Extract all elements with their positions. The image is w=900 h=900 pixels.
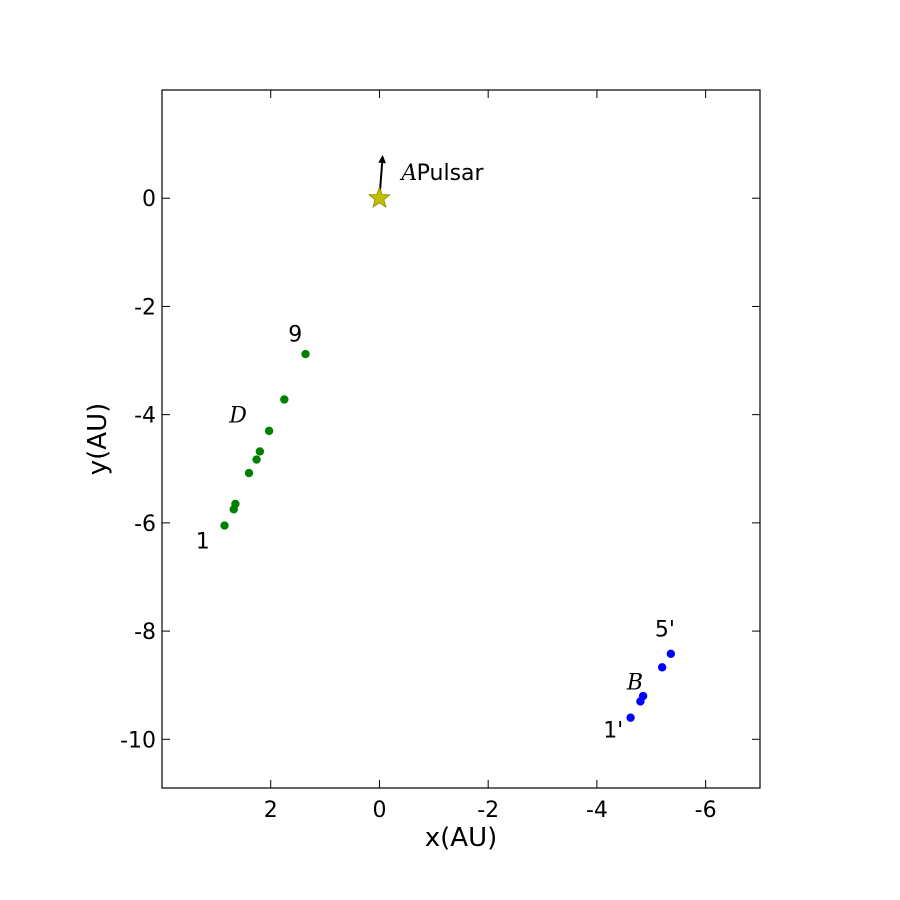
data-point [220, 521, 229, 530]
x-tick-label: -6 [695, 798, 717, 823]
point-annotation: A [399, 161, 417, 186]
velocity-arrow-head [378, 154, 386, 164]
x-tick-label: -4 [586, 798, 608, 823]
y-tick-label: -2 [134, 295, 156, 320]
data-point [657, 663, 667, 672]
x-axis-title: x(AU) [425, 823, 498, 853]
data-point [280, 395, 289, 404]
pulsar-star-marker [367, 186, 392, 209]
pulsar-marker-group [367, 154, 392, 209]
plot-frame [161, 89, 761, 789]
data-point [301, 349, 310, 359]
y-tick-label: -6 [134, 512, 156, 537]
point-annotation: 5' [655, 617, 675, 642]
point-annotation: 9 [288, 322, 302, 347]
data-point [666, 649, 676, 659]
y-tick-label: -4 [134, 404, 156, 429]
data-point [244, 468, 254, 478]
point-annotation: 1' [603, 719, 623, 744]
x-tick-label: 2 [264, 798, 278, 823]
y-tick-label: -10 [120, 728, 156, 753]
y-tick-label: 0 [142, 187, 156, 212]
data-point [638, 691, 648, 701]
point-annotation: 1 [196, 530, 210, 555]
data-point [255, 447, 265, 456]
data-point [231, 499, 240, 509]
data-points [220, 349, 676, 722]
annotations: 1 9 D A Pulsar 5' B1' [196, 161, 675, 743]
tick-labels: 2 0 -2 -4 -6 0 -2 -4 -6 -8 -10 [120, 187, 717, 823]
x-tick-label: -2 [477, 798, 499, 823]
data-point [626, 713, 635, 722]
point-annotation: B [626, 670, 643, 695]
point-annotation: D [228, 404, 247, 429]
x-tick-label: 0 [372, 798, 386, 823]
point-annotation: Pulsar [417, 161, 485, 186]
y-tick-label: -8 [134, 620, 156, 645]
tick-marks [162, 90, 760, 788]
y-axis-title: y(AU) [83, 403, 113, 476]
data-point [252, 455, 261, 464]
data-point [264, 426, 274, 436]
